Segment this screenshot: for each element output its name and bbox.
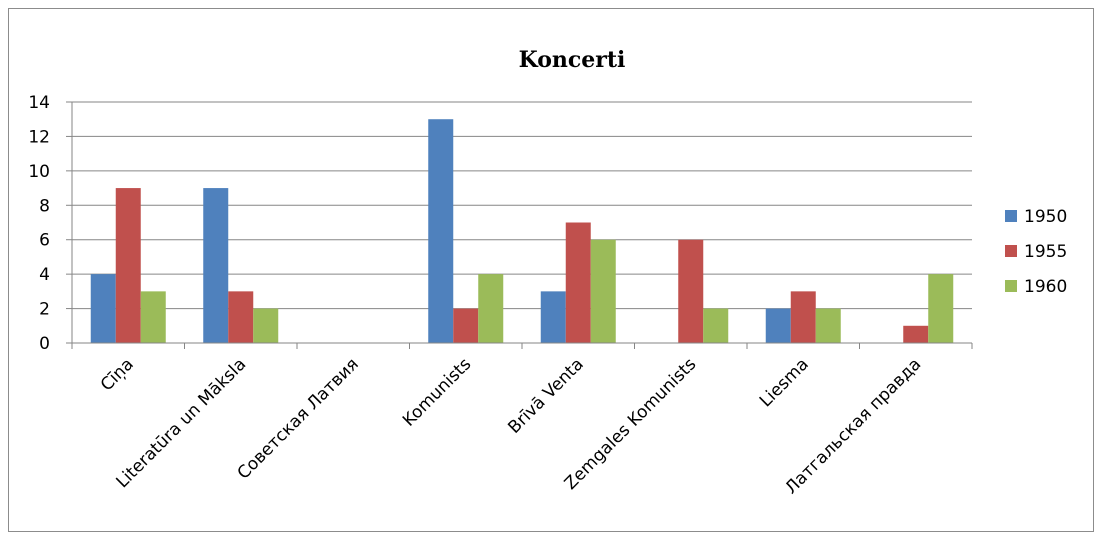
bar-1955-6 <box>678 239 704 343</box>
y-tick-label: 10 <box>28 162 50 182</box>
bar-1960-6 <box>703 308 729 343</box>
bar-1955-2 <box>228 291 254 343</box>
bar-1960-2 <box>253 308 279 343</box>
y-tick-label: 12 <box>28 127 50 147</box>
y-tick-label: 14 <box>28 93 50 113</box>
bar-1960-8 <box>928 274 954 343</box>
bar-1960-7 <box>815 308 841 343</box>
y-tick-label: 8 <box>39 196 50 216</box>
y-tick-label: 0 <box>39 334 50 354</box>
x-category-label: Brīvā Venta <box>504 354 587 437</box>
chart-frame <box>8 8 1094 532</box>
legend-swatch-1950 <box>1005 210 1017 222</box>
bar-1955-5 <box>565 222 591 343</box>
bar-1950-5 <box>540 291 566 343</box>
bar-1950-4 <box>428 119 454 343</box>
x-category-label: Literatūra un Māksla <box>112 354 250 492</box>
legend-swatch-1955 <box>1005 245 1017 257</box>
legend-label-1950: 1950 <box>1024 207 1067 227</box>
bar-1955-1 <box>115 188 141 343</box>
bar-1960-4 <box>478 274 504 343</box>
bar-1955-7 <box>790 291 816 343</box>
bars <box>90 119 954 343</box>
x-category-label: Liesma <box>756 354 813 411</box>
axes <box>66 101 973 349</box>
bar-1960-5 <box>590 239 616 343</box>
bar-1955-8 <box>903 325 929 343</box>
y-tick-label: 2 <box>39 300 50 320</box>
bar-1950-7 <box>765 308 791 343</box>
x-category-label: Zemgales Komunists <box>561 354 701 494</box>
legend-label-1955: 1955 <box>1024 242 1067 262</box>
legend: 1950 1955 1960 <box>1005 207 1067 297</box>
legend-swatch-1960 <box>1005 280 1017 292</box>
bar-1955-4 <box>453 308 479 343</box>
bar-1960-1 <box>140 291 166 343</box>
bar-1950-1 <box>90 274 116 343</box>
legend-label-1960: 1960 <box>1024 277 1067 297</box>
x-category-label: Komunists <box>399 354 475 430</box>
y-tick-label: 4 <box>39 265 50 285</box>
chart-title: Koncerti <box>519 47 626 73</box>
x-category-label: Советская Латвия <box>234 354 363 483</box>
x-category-label: Cīņa <box>97 354 138 395</box>
bar-1950-2 <box>203 188 229 343</box>
y-axis-ticks: 0 2 4 6 8 10 12 14 <box>28 93 50 354</box>
y-tick-label: 6 <box>39 231 50 251</box>
